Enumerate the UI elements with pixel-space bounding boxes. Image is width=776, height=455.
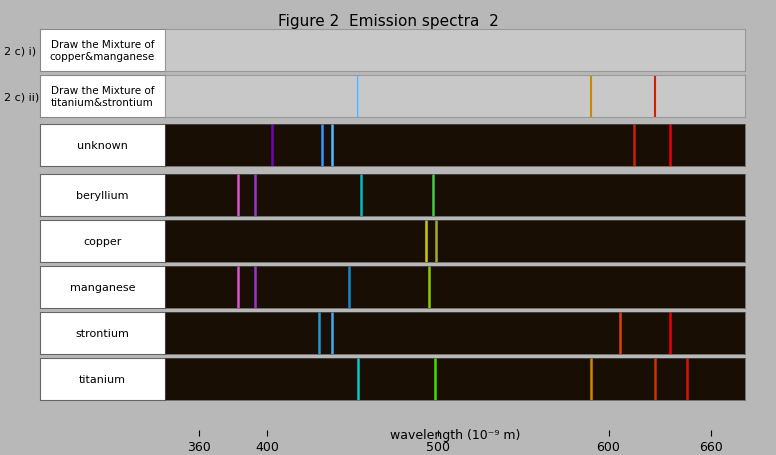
Text: unknown: unknown	[77, 141, 128, 151]
Text: wavelength (10⁻⁹ m): wavelength (10⁻⁹ m)	[390, 428, 520, 441]
Text: strontium: strontium	[75, 328, 130, 338]
Text: manganese: manganese	[70, 283, 135, 293]
Text: 2 c) i): 2 c) i)	[4, 46, 36, 56]
Text: copper: copper	[83, 237, 122, 247]
Text: 2 c) ii): 2 c) ii)	[4, 92, 39, 102]
Text: Figure 2  Emission spectra  2: Figure 2 Emission spectra 2	[278, 14, 498, 29]
Text: beryllium: beryllium	[76, 191, 129, 201]
Text: Draw the Mixture of
titanium&strontium: Draw the Mixture of titanium&strontium	[50, 86, 154, 107]
Text: Draw the Mixture of
copper&manganese: Draw the Mixture of copper&manganese	[50, 40, 155, 62]
Text: titanium: titanium	[79, 374, 126, 384]
